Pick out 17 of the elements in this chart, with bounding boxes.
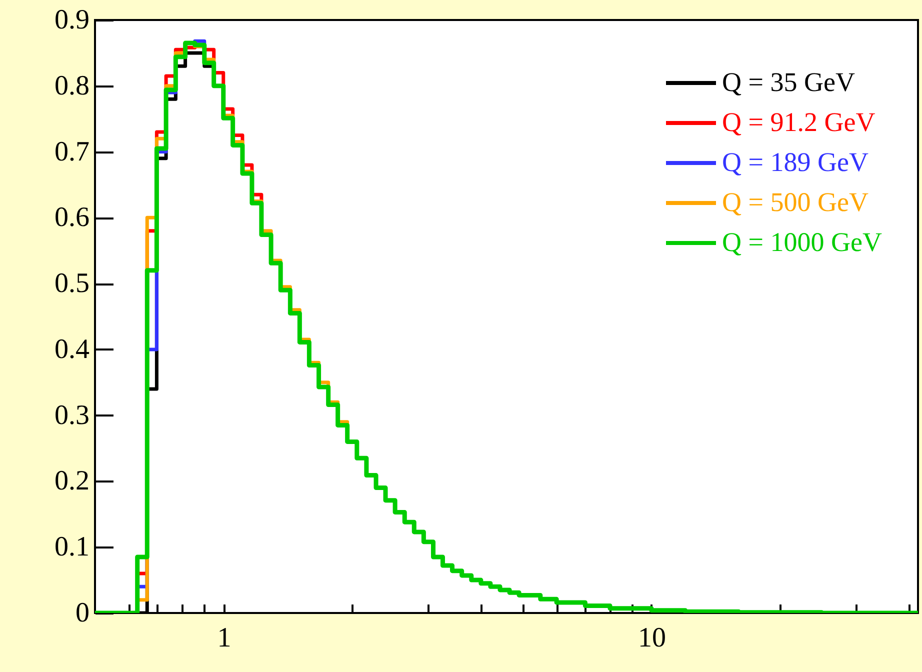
legend-label: Q = 1000 GeV <box>722 227 882 257</box>
y-tick-label: 0.8 <box>54 70 90 102</box>
y-tick-label: 0.5 <box>54 268 90 300</box>
y-tick-label: 0.1 <box>54 532 90 563</box>
y-tick-label: 0.4 <box>54 334 90 365</box>
legend-label: Q = 91.2 GeV <box>722 107 876 137</box>
x-tick-label: 1 <box>217 622 232 654</box>
legend-label: Q = 189 GeV <box>722 147 869 177</box>
legend-label: Q = 35 GeV <box>722 67 856 97</box>
y-tick-label: 0.9 <box>54 4 90 36</box>
y-tick-label: 0.7 <box>54 136 90 168</box>
x-tick-label: 10 <box>638 622 666 654</box>
y-tick-label: 0.6 <box>54 202 90 234</box>
legend-label: Q = 500 GeV <box>722 187 869 217</box>
y-tick-label: 0 <box>76 598 90 628</box>
y-tick-label: 0.2 <box>54 466 90 497</box>
y-tick-label: 0.3 <box>54 400 90 431</box>
